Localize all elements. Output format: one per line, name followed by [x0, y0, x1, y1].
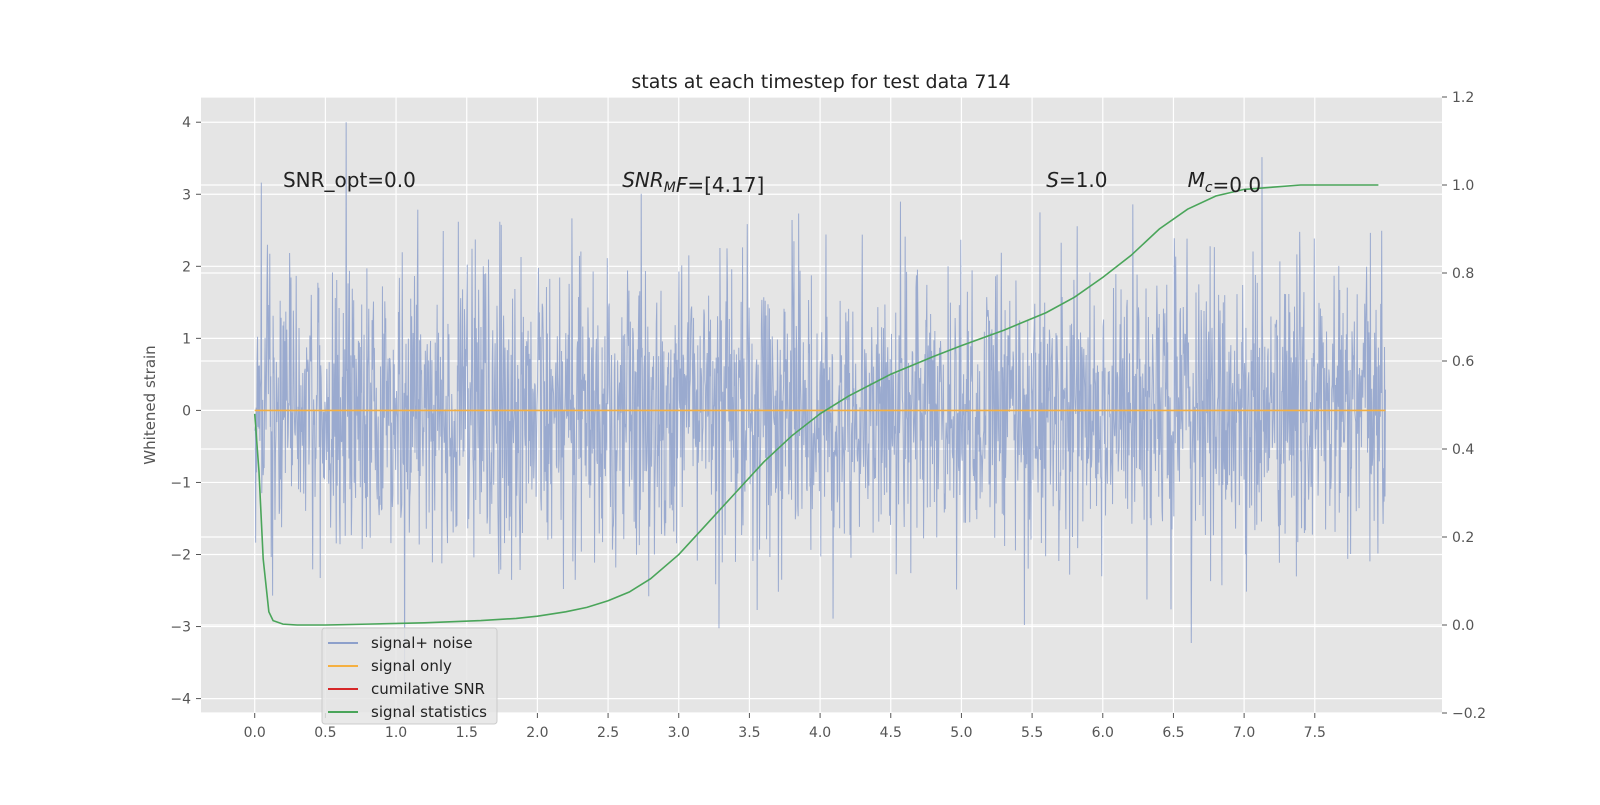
series-line-signal-noise	[254, 122, 1386, 685]
y-tick-label: −4	[170, 692, 191, 708]
x-tick-label: 2.0	[526, 725, 548, 741]
y-tick-label: −1	[170, 475, 191, 491]
y-tick-label: −2	[170, 547, 191, 563]
x-tick-label: 4.0	[809, 725, 831, 741]
x-tick-label: 7.0	[1233, 725, 1255, 741]
axes: 0.0 0.5 1.0 1.5 2.0 2.5 3.0 3.5 4.0 4.5 5.0 5.5 6.0 6…	[170, 90, 1486, 741]
y-tick-label: 1	[182, 331, 191, 347]
y-tick-label: −3	[170, 620, 191, 636]
x-tick-label: 1.5	[456, 725, 478, 741]
y-tick-label: 4	[182, 115, 191, 131]
legend-label-signal-statistics: signal statistics	[371, 703, 487, 721]
annotations: SNR_opt=0.0 SNRMF=[4.17] S=1.0 Mc=0.0	[283, 168, 1261, 197]
x-tick-label: 6.5	[1162, 725, 1184, 741]
x-tick-label: 0.5	[314, 725, 336, 741]
x-tick-label: 2.5	[597, 725, 619, 741]
series-line-signal-statistics	[253, 184, 1379, 626]
x-tick-label: 1.0	[385, 725, 407, 741]
y2-tick-label: 0.6	[1452, 354, 1474, 370]
signal-noise-series	[254, 122, 1386, 685]
y2-tick-label: −0.2	[1452, 706, 1486, 722]
y2-tick-label: 1.0	[1452, 178, 1474, 194]
x-tick-label: 3.0	[668, 725, 690, 741]
legend-label-cumilative-snr: cumilative SNR	[371, 680, 485, 698]
x-tick-label: 5.0	[950, 725, 972, 741]
x-tick-label: 7.5	[1304, 725, 1326, 741]
annotation-snr-opt: SNR_opt=0.0	[283, 168, 416, 192]
annotation-s-value: S=1.0	[1046, 168, 1107, 192]
y2-tick-label: 1.2	[1452, 90, 1474, 106]
y-tick-label: 0	[182, 403, 191, 419]
chart-title: stats at each timestep for test data 714	[631, 71, 1010, 93]
annotation-snr-mf: SNRMF=[4.17]	[622, 168, 764, 197]
legend-label-signal-noise: signal+ noise	[371, 634, 473, 652]
legend-box	[321, 627, 498, 725]
y-tick-label: 3	[182, 187, 191, 203]
x-tick-label: 4.5	[880, 725, 902, 741]
y2-tick-label: 0.8	[1452, 266, 1474, 282]
x-tick-label: 5.5	[1021, 725, 1043, 741]
x-tick-label: 0.0	[244, 725, 266, 741]
y2-tick-label: 0.2	[1452, 530, 1474, 546]
y2-tick-label: 0.0	[1452, 618, 1474, 634]
annotation-mc-value: Mc=0.0	[1188, 168, 1262, 197]
line-series	[253, 184, 1386, 626]
y-tick-label: 2	[182, 259, 191, 275]
legend-label-signal-only: signal only	[371, 657, 452, 675]
x-tick-label: 6.0	[1092, 725, 1114, 741]
legend: signal+ noise signal only cumilative SNR si…	[321, 627, 498, 725]
y2-tick-label: 0.4	[1452, 442, 1474, 458]
y-axis-label: Whitened strain	[141, 345, 159, 464]
x-tick-label: 3.5	[738, 725, 760, 741]
